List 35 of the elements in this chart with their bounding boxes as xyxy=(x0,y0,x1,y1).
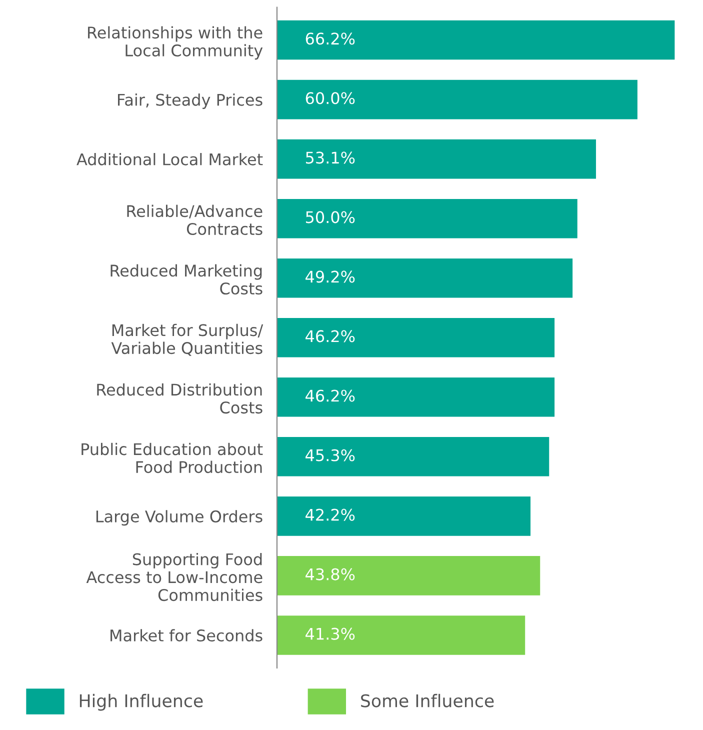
legend-label: High Influence xyxy=(80,694,203,711)
legend-label: Some Influence xyxy=(361,694,494,708)
y-tick-label: Reduced Distribution Costs xyxy=(97,383,262,414)
data-label: 42.2% xyxy=(306,508,355,521)
bar xyxy=(276,318,555,358)
y-tick-label: Large Volume Orders xyxy=(96,510,262,526)
y-tick-label: Public Education about Food Production xyxy=(82,442,263,474)
data-label: 43.8% xyxy=(306,568,355,580)
y-tick-label: Fair, Steady Prices xyxy=(118,93,262,109)
y-tick-label: Reliable/Advance Contracts xyxy=(127,204,262,236)
bar xyxy=(276,496,530,536)
data-label: 41.3% xyxy=(306,628,355,640)
data-label: 49.2% xyxy=(306,270,355,283)
bar xyxy=(276,20,675,60)
y-tick-label: Market for Surplus/ Variable Quantities xyxy=(111,324,264,356)
bar xyxy=(276,139,596,179)
bar xyxy=(276,258,573,298)
data-label: 50.0% xyxy=(306,211,355,224)
bar xyxy=(276,378,555,417)
bar xyxy=(276,198,578,238)
data-label: 66.2% xyxy=(306,32,355,45)
data-label: 60.0% xyxy=(306,92,355,104)
data-label: 46.2% xyxy=(306,390,355,402)
data-label: 46.2% xyxy=(306,330,355,342)
bar xyxy=(276,80,638,120)
data-label: 53.1% xyxy=(306,152,355,164)
bar xyxy=(276,616,526,655)
y-tick-label: Market for Seconds xyxy=(110,629,262,642)
y-tick-label: Supporting Food Access to Low-Income Communities xyxy=(86,552,262,602)
data-label: 45.3% xyxy=(306,449,355,462)
y-tick-label: Relationships with the Local Community xyxy=(88,26,263,60)
bar xyxy=(276,437,550,476)
bar xyxy=(276,556,540,596)
y-tick-label: Reduced Marketing Costs xyxy=(110,264,262,295)
y-tick-label: Additional Local Market xyxy=(76,153,263,166)
